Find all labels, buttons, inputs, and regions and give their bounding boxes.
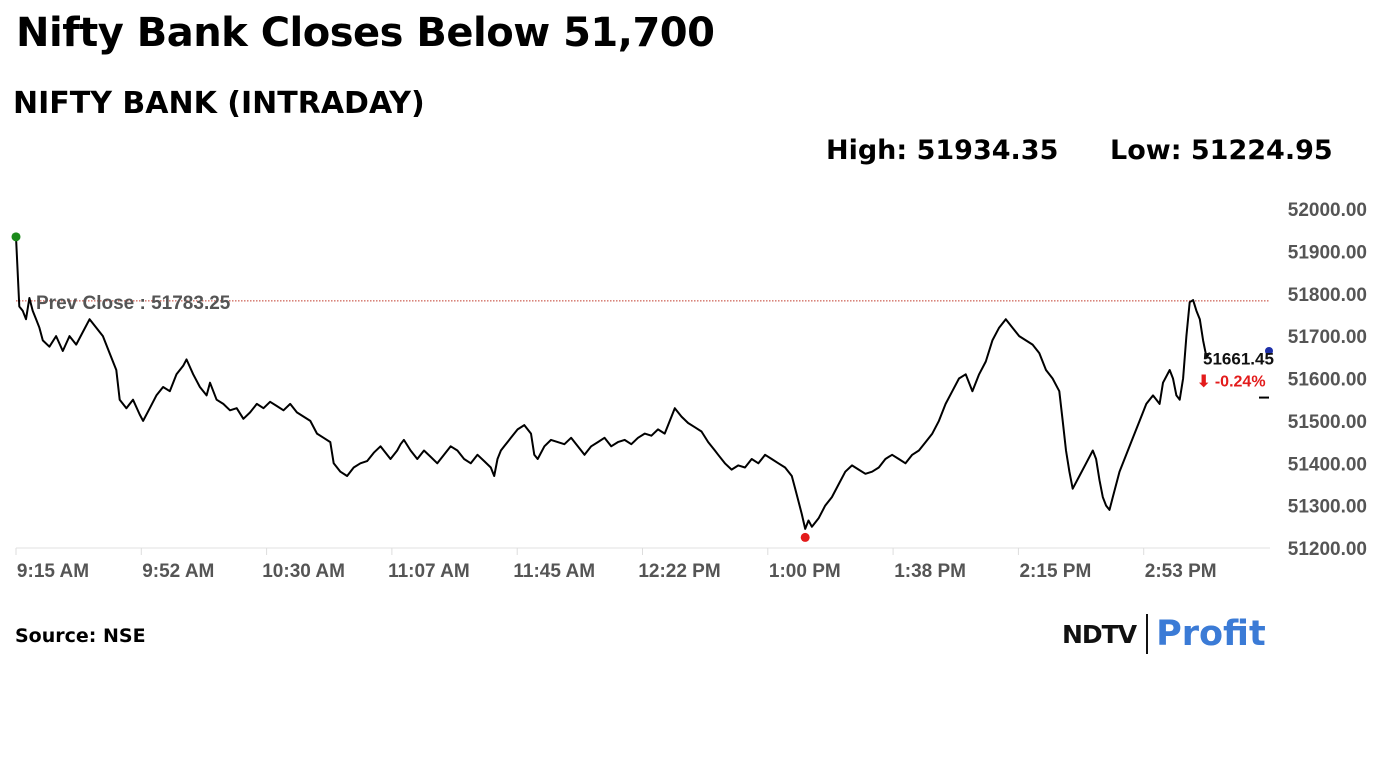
ndtv-profit-logo: NDTV Profit — [1062, 612, 1266, 656]
y-tick-label: 51200.00 — [1288, 539, 1367, 560]
high-marker — [11, 232, 21, 242]
x-axis-ticks: 9:15 AM 9:52 AM 10:30 AM 11:07 AM 11:45 AM 12… — [15, 548, 1217, 582]
x-tick-label: 1:00 PM — [769, 561, 841, 582]
y-axis-ticks: 52000.00 51900.00 51800.00 51700.00 51600.00… — [1288, 200, 1367, 560]
y-tick-label: 51300.00 — [1288, 497, 1367, 518]
y-tick-label: 51400.00 — [1288, 454, 1367, 475]
logo-brand: NDTV — [1062, 619, 1137, 649]
prev-close-label: Prev Close : 51783.25 — [36, 293, 231, 314]
chart-headline: Nifty Bank Closes Below 51,700 — [16, 10, 715, 56]
low-marker — [800, 532, 810, 542]
low-stat: Low: 51224.95 — [1110, 135, 1333, 166]
markers-group — [11, 232, 810, 542]
x-tick-label: 1:38 PM — [894, 561, 966, 582]
series-line-0 — [15, 236, 1211, 530]
y-tick-label: 51500.00 — [1288, 412, 1367, 433]
x-tick-label: 2:15 PM — [1019, 561, 1091, 582]
y-tick-label: 51800.00 — [1288, 285, 1367, 306]
x-tick-label: 9:52 AM — [142, 561, 214, 582]
source-note: Source: NSE — [15, 625, 146, 647]
high-stat: High: 51934.35 — [826, 135, 1059, 166]
prev-close-group: Prev Close : 51783.25 — [16, 293, 1270, 314]
intraday-line-chart: Prev Close : 51783.25 52000.00 51900.00 51… — [11, 200, 1367, 582]
logo-separator — [1146, 614, 1149, 654]
x-tick-label: 9:15 AM — [17, 561, 89, 582]
chart-title: NIFTY BANK (INTRADAY) — [13, 86, 425, 121]
x-tick-label: 12:22 PM — [638, 561, 720, 582]
logo-product: Profit — [1156, 614, 1266, 654]
y-tick-label: 52000.00 — [1288, 200, 1367, 221]
last-value-group: 51661.45 ⬇ -0.24% — [1197, 346, 1274, 399]
last-value-label: 51661.45 — [1203, 349, 1274, 368]
y-tick-label: 51600.00 — [1288, 370, 1367, 391]
x-tick-label: 11:07 AM — [388, 561, 470, 582]
y-tick-label: 51700.00 — [1288, 327, 1367, 348]
y-tick-label: 51900.00 — [1288, 242, 1367, 263]
x-tick-label: 11:45 AM — [513, 561, 595, 582]
series-group — [15, 236, 1211, 530]
last-indicator-dot — [1265, 346, 1273, 355]
last-change-label: ⬇ -0.24% — [1197, 373, 1266, 390]
x-tick-label: 10:30 AM — [262, 561, 345, 582]
x-tick-label: 2:53 PM — [1145, 561, 1217, 582]
